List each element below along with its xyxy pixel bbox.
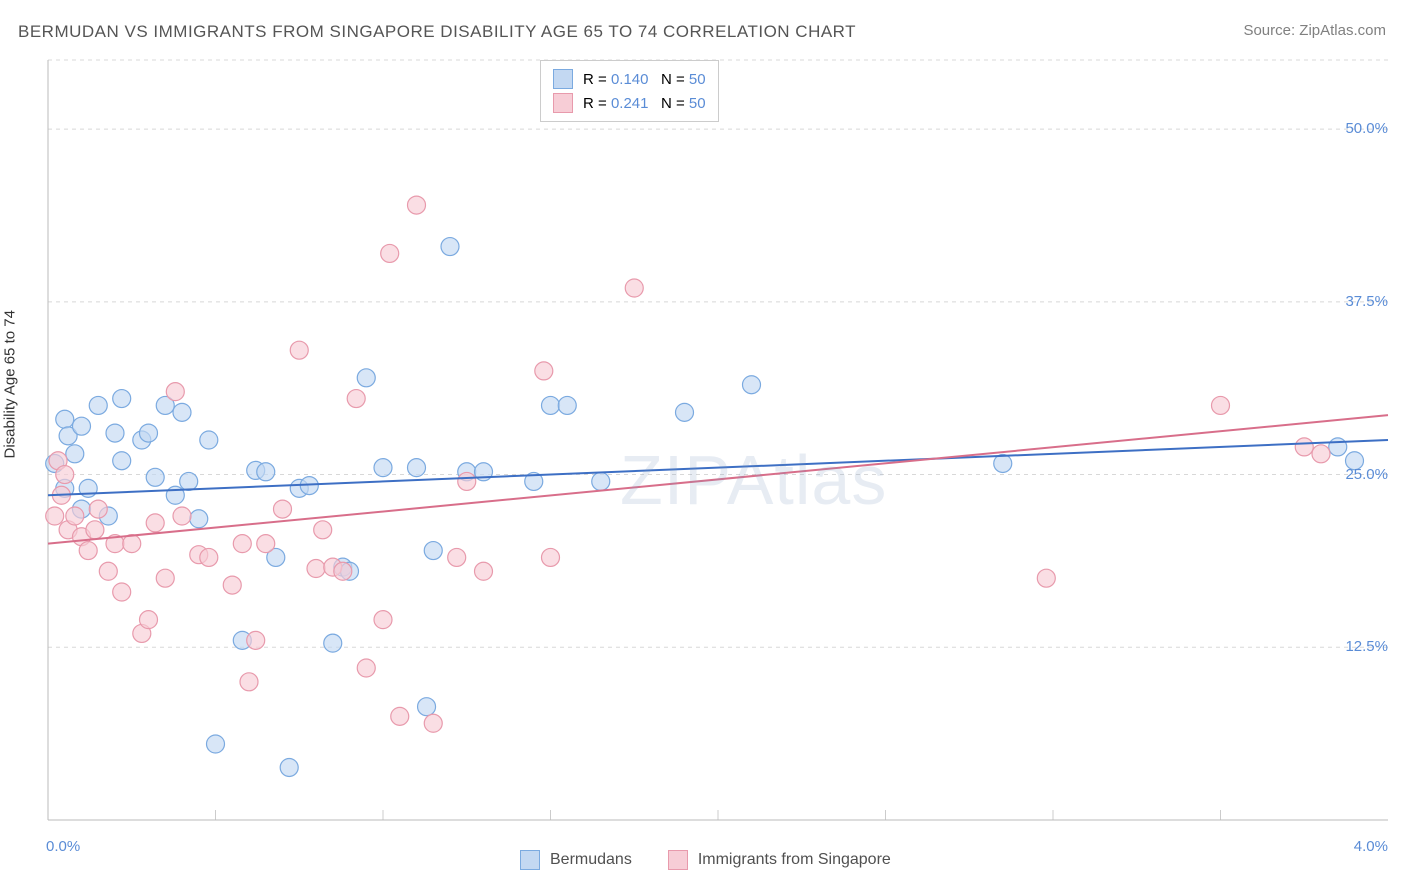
legend-series-item: Immigrants from Singapore: [668, 850, 891, 870]
watermark-text: ZIPAtlas: [620, 440, 887, 520]
y-tick-label: 25.0%: [1345, 466, 1388, 483]
x-tick-label: 0.0%: [46, 838, 80, 855]
legend-series-label: Immigrants from Singapore: [698, 851, 891, 869]
legend-stat-text: R = 0.140 N = 50: [583, 71, 706, 88]
y-tick-label: 37.5%: [1345, 293, 1388, 310]
legend-stat-row: R = 0.241 N = 50: [553, 91, 706, 115]
legend-swatch: [553, 93, 573, 113]
legend-swatch: [520, 850, 540, 870]
legend-series-item: Bermudans: [520, 850, 632, 870]
y-tick-label: 12.5%: [1345, 638, 1388, 655]
legend-swatch: [668, 850, 688, 870]
legend-stats: R = 0.140 N = 50 R = 0.241 N = 50: [540, 60, 719, 122]
legend-swatch: [553, 69, 573, 89]
x-tick-label: 4.0%: [1354, 838, 1388, 855]
legend-stat-text: R = 0.241 N = 50: [583, 95, 706, 112]
legend-stat-row: R = 0.140 N = 50: [553, 67, 706, 91]
y-tick-label: 50.0%: [1345, 120, 1388, 137]
legend-series-label: Bermudans: [550, 851, 632, 869]
legend-series: Bermudans Immigrants from Singapore: [520, 850, 891, 870]
